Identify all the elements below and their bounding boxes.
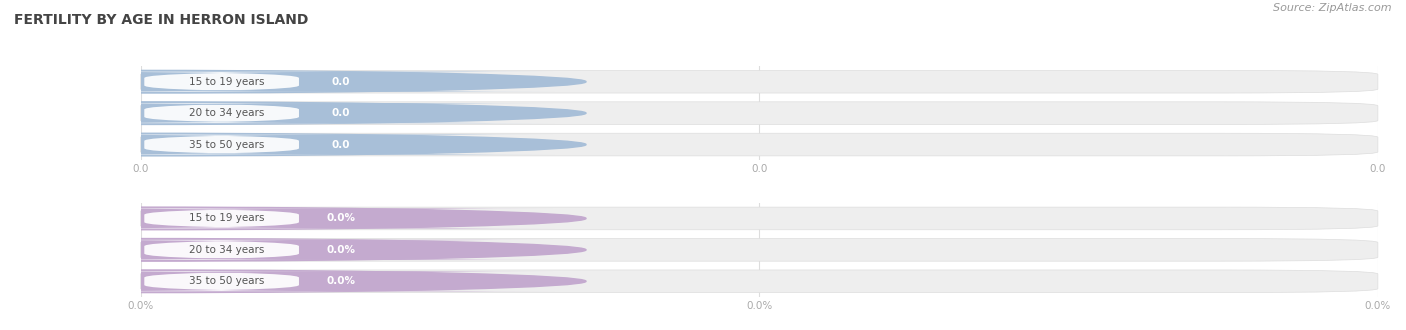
FancyBboxPatch shape <box>49 240 394 260</box>
Text: 0.0: 0.0 <box>332 140 350 149</box>
Text: 0.0%: 0.0% <box>326 276 356 286</box>
FancyBboxPatch shape <box>49 72 394 92</box>
FancyBboxPatch shape <box>141 270 1378 293</box>
Text: FERTILITY BY AGE IN HERRON ISLAND: FERTILITY BY AGE IN HERRON ISLAND <box>14 13 308 27</box>
Circle shape <box>0 207 586 230</box>
Text: Source: ZipAtlas.com: Source: ZipAtlas.com <box>1274 3 1392 13</box>
FancyBboxPatch shape <box>141 239 1378 261</box>
FancyBboxPatch shape <box>128 72 554 92</box>
Text: 35 to 50 years: 35 to 50 years <box>188 276 264 286</box>
Text: 35 to 50 years: 35 to 50 years <box>188 140 264 149</box>
FancyBboxPatch shape <box>128 240 554 260</box>
Text: 15 to 19 years: 15 to 19 years <box>188 214 264 223</box>
Text: 0.0: 0.0 <box>332 108 350 118</box>
Text: 0.0%: 0.0% <box>326 245 356 255</box>
FancyBboxPatch shape <box>49 208 394 228</box>
Text: 15 to 19 years: 15 to 19 years <box>188 77 264 87</box>
FancyBboxPatch shape <box>141 133 1378 156</box>
FancyBboxPatch shape <box>49 271 394 291</box>
Text: 0.0: 0.0 <box>332 77 350 87</box>
FancyBboxPatch shape <box>128 103 554 123</box>
FancyBboxPatch shape <box>141 102 1378 124</box>
Circle shape <box>0 133 586 156</box>
Circle shape <box>0 239 586 261</box>
FancyBboxPatch shape <box>141 70 1378 93</box>
FancyBboxPatch shape <box>49 103 394 123</box>
FancyBboxPatch shape <box>128 208 554 228</box>
Text: 20 to 34 years: 20 to 34 years <box>188 245 264 255</box>
Text: 20 to 34 years: 20 to 34 years <box>188 108 264 118</box>
FancyBboxPatch shape <box>128 271 554 291</box>
Circle shape <box>0 102 586 124</box>
Circle shape <box>0 270 586 293</box>
FancyBboxPatch shape <box>141 207 1378 230</box>
Circle shape <box>0 70 586 93</box>
FancyBboxPatch shape <box>128 135 554 155</box>
FancyBboxPatch shape <box>49 135 394 155</box>
Text: 0.0%: 0.0% <box>326 214 356 223</box>
